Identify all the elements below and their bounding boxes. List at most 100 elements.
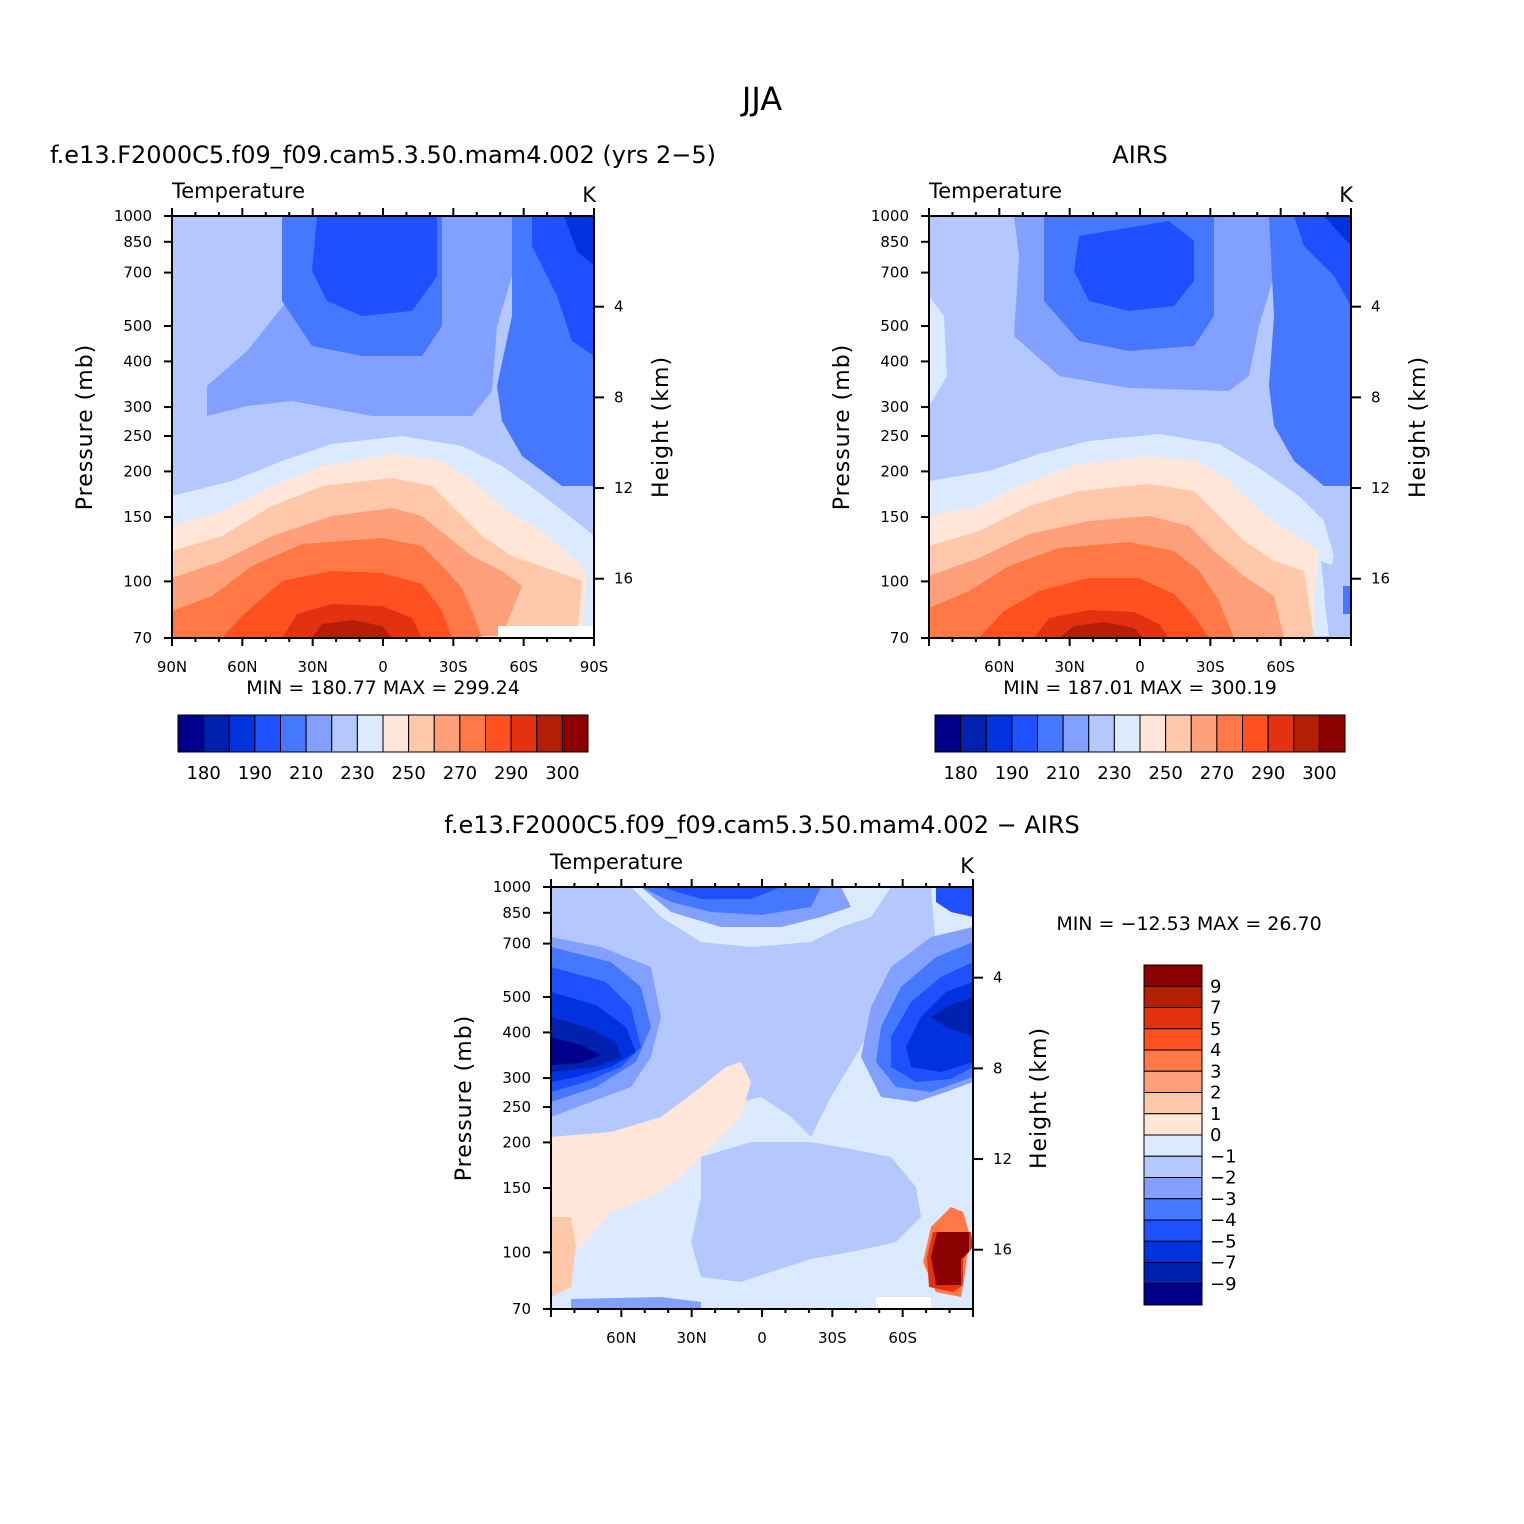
pressure-tick-label: 1000	[871, 207, 909, 225]
height-tick-label: 4	[993, 969, 1003, 987]
colorbar-swatch	[1143, 1177, 1203, 1200]
colorbar-swatch	[934, 714, 962, 753]
colorbar-swatch	[1143, 1155, 1203, 1178]
lat-tick-label: 30N	[298, 658, 328, 676]
pressure-tick-label: 1000	[493, 878, 531, 896]
height-tick-label: 4	[614, 298, 624, 316]
panel-diff-ticks: 70 100 150 200 250 300 400 500 700 850 1000 4 8 12 16 6…	[493, 878, 1012, 1347]
colorbar-swatch	[1143, 1134, 1203, 1157]
panel-obs-left-string: Temperature	[928, 179, 1062, 203]
colorbar-swatch	[1143, 1028, 1203, 1051]
lat-tick-label: 30S	[439, 658, 468, 676]
panel-diff-title: f.e13.F2000C5.f09_f09.cam5.3.50.mam4.002…	[444, 811, 1080, 839]
colorbar-label: 290	[1251, 763, 1285, 784]
colorbar-swatch	[536, 714, 563, 753]
model-band-300	[312, 620, 392, 638]
pressure-tick-label: 70	[512, 1300, 531, 1318]
pressure-tick-label: 200	[123, 462, 152, 480]
colorbar-label: 270	[443, 763, 477, 784]
colorbar-label: −2	[1210, 1168, 1237, 1189]
colorbar-swatch	[1143, 1113, 1203, 1136]
colorbar-swatch	[1216, 714, 1243, 753]
colorbar-swatch	[1242, 714, 1269, 753]
lat-tick-label: 0	[378, 658, 388, 676]
pressure-tick-label: 400	[502, 1023, 531, 1041]
obs-band-210-south	[1269, 216, 1351, 486]
lat-tick-label: 60S	[1266, 658, 1295, 676]
diff-band-plus0-nh	[551, 1062, 751, 1257]
pressure-tick-label: 400	[123, 352, 152, 370]
colorbar-swatch	[1190, 714, 1218, 753]
colorbar-swatch	[960, 714, 987, 753]
colorbar-label: −7	[1210, 1253, 1237, 1274]
colorbar-swatch	[331, 714, 358, 753]
pressure-tick-label: 1000	[114, 207, 152, 225]
colorbar-label: 190	[238, 763, 272, 784]
pressure-tick-label: 150	[880, 508, 909, 526]
colorbar-swatch	[305, 714, 333, 753]
panel-diff-left-string: Temperature	[549, 850, 683, 874]
colorbar-label: −4	[1210, 1210, 1237, 1231]
panel-obs-ticks: 70 100 150 200 250 300 400 500 700 850 1000 4 8 12 16 6…	[871, 207, 1390, 676]
colorbar-swatch	[382, 714, 410, 753]
pressure-tick-label: 250	[123, 427, 152, 445]
super-title: JJA	[740, 80, 782, 118]
colorbar-label: 3	[1210, 1061, 1221, 1082]
obs-band-200-upper	[1074, 221, 1194, 311]
colorbar-swatch	[203, 714, 230, 753]
obs-band-230-antarctic	[1321, 561, 1347, 626]
colorbar-label: 210	[289, 763, 323, 784]
obs-band-240-nh	[929, 296, 947, 406]
panel-model: f.e13.F2000C5.f09_f09.cam5.3.50.mam4.002…	[50, 141, 716, 784]
colorbar-label: 250	[391, 763, 425, 784]
height-tick-label: 16	[1371, 570, 1390, 588]
colorbar-label: 290	[494, 763, 528, 784]
colorbar-swatch	[1143, 1049, 1203, 1072]
diff-band-minus4-top	[661, 887, 781, 899]
obs-band-300	[1059, 622, 1144, 638]
pressure-tick-label: 850	[123, 233, 152, 251]
pressure-tick-label: 400	[880, 352, 909, 370]
height-tick-label: 4	[1371, 298, 1381, 316]
colorbar-label: 300	[545, 763, 579, 784]
colorbar-label: −5	[1210, 1231, 1237, 1252]
colorbar-swatch	[1143, 1262, 1203, 1285]
diff-band-minus4-sh-top	[936, 887, 973, 917]
obs-band-200-south	[1294, 216, 1351, 306]
pressure-tick-label: 70	[890, 629, 909, 647]
diff-band-plus9-antarctic	[931, 1232, 969, 1285]
colorbar-swatch	[1143, 1007, 1203, 1030]
panel-diff-contour-field	[551, 887, 973, 1309]
colorbar-label: 230	[1097, 763, 1131, 784]
colorbar-label: 0	[1210, 1125, 1221, 1146]
diff-band-minus1	[551, 887, 936, 1137]
colorbar-swatch	[1143, 985, 1203, 1008]
panel-obs-units: K	[1339, 183, 1354, 207]
model-band-190-south	[564, 216, 594, 266]
colorbar-swatch	[1113, 714, 1141, 753]
pressure-tick-label: 250	[502, 1098, 531, 1116]
lat-tick-label: 60S	[888, 1329, 917, 1347]
colorbar-swatch	[485, 714, 512, 753]
pressure-tick-label: 300	[123, 398, 152, 416]
colorbar-label: 180	[943, 763, 977, 784]
height-tick-label: 8	[1371, 388, 1381, 406]
lat-tick-label: 30S	[1196, 658, 1225, 676]
colorbar-swatch	[1088, 714, 1115, 753]
colorbar-swatch	[1143, 1219, 1203, 1242]
colorbar-swatch	[408, 714, 435, 753]
panel-diff: f.e13.F2000C5.f09_f09.cam5.3.50.mam4.002…	[444, 811, 1321, 1347]
colorbar-swatch	[510, 714, 538, 753]
pressure-tick-label: 250	[880, 427, 909, 445]
panel-model-left-string: Temperature	[171, 179, 305, 203]
colorbar-swatch	[433, 714, 461, 753]
lat-tick-label: 60N	[227, 658, 257, 676]
pressure-tick-label: 70	[133, 629, 152, 647]
diff-band-minus7-sh	[931, 997, 973, 1037]
height-tick-label: 12	[1371, 479, 1390, 497]
pressure-tick-label: 850	[502, 904, 531, 922]
panel-obs-stats: MIN = 187.01 MAX = 300.19	[1003, 677, 1277, 699]
panel-obs-title: AIRS	[1112, 141, 1167, 169]
colorbar-swatch	[1293, 714, 1320, 753]
diff-band-minus9-nh	[551, 1037, 601, 1065]
